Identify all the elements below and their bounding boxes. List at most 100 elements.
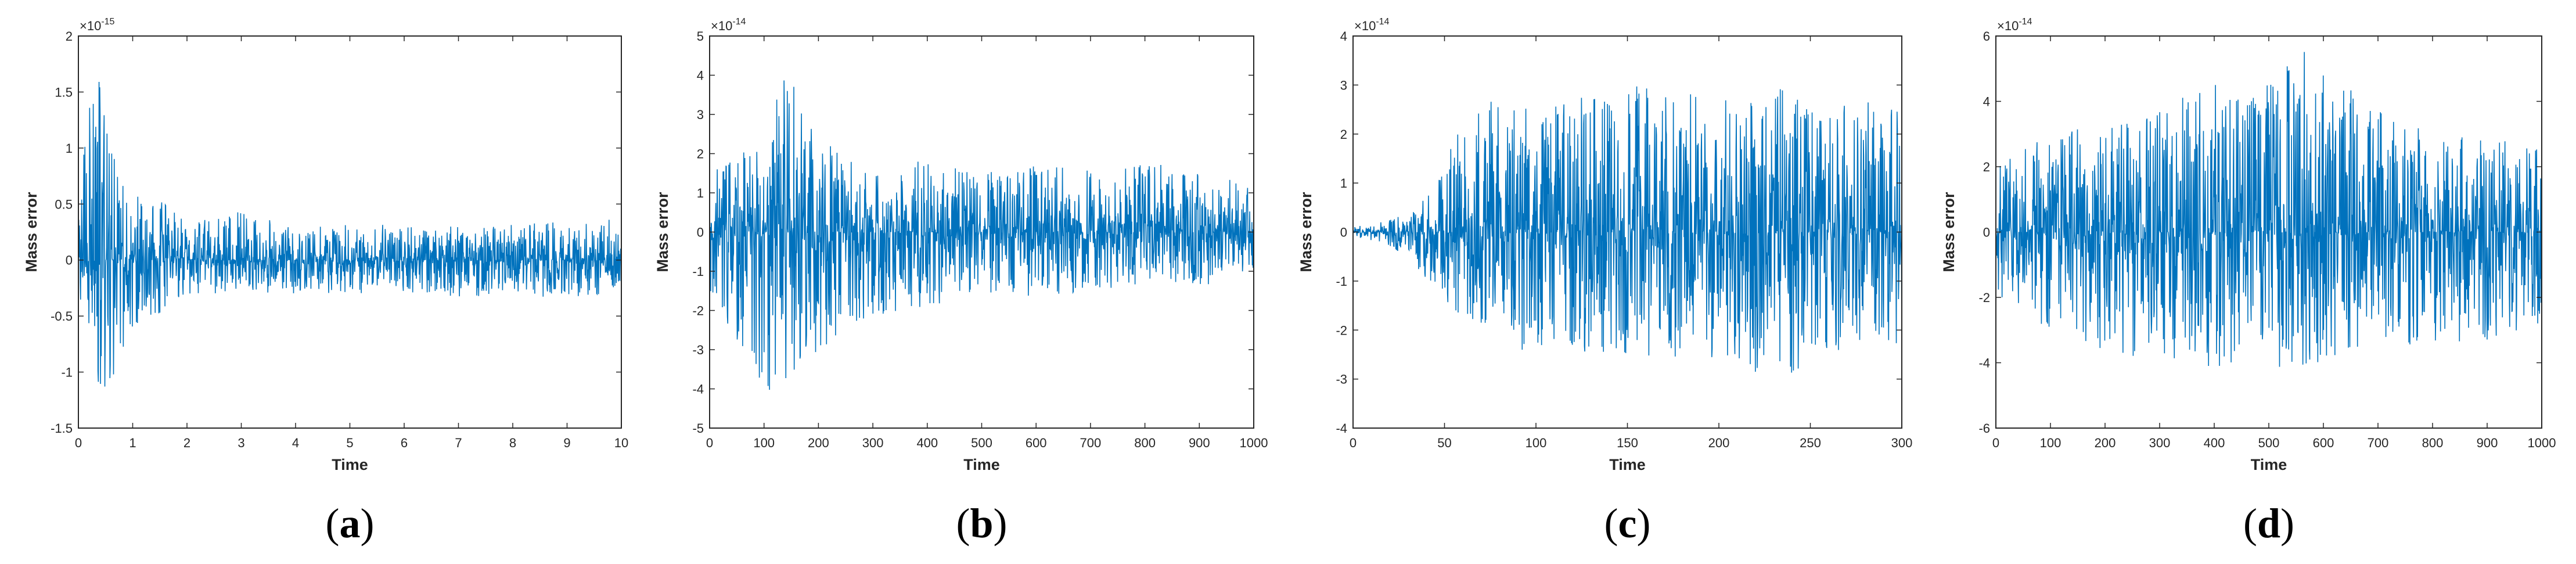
- y-tick-label: 0: [66, 253, 73, 268]
- x-tick-label: 800: [2422, 436, 2444, 450]
- panel-caption: (a): [326, 500, 375, 547]
- y-tick-label: -2: [692, 304, 704, 318]
- x-tick-label: 2: [184, 436, 190, 450]
- y-tick-label: 4: [1340, 29, 1347, 44]
- y-tick-label: 0.5: [55, 197, 73, 211]
- y-axis-label: Mass error: [654, 192, 671, 272]
- x-tick-label: 900: [2477, 436, 2498, 450]
- y-tick-label: -1.5: [51, 421, 73, 436]
- x-tick-label: 100: [753, 436, 775, 450]
- chart-panel-b: 0 100 200 300 400 500 600 700 800 900 1000 -5 -4 -3 -2…: [654, 17, 1268, 547]
- x-tick-label: 300: [1891, 436, 1913, 450]
- x-tick-label: 50: [1437, 436, 1451, 450]
- y-tick-label: -6: [1978, 421, 1990, 436]
- chart-panel-c: 0 50 100 150 200 250 300 -4 -3 -2 -1 0 1 2 3 4 ×10-14 Tim…: [1297, 17, 1912, 547]
- x-axis-label: Time: [332, 456, 368, 473]
- x-tick-label: 9: [563, 436, 570, 450]
- x-tick-label: 1000: [1240, 436, 1268, 450]
- y-tick-label: 6: [1983, 29, 1990, 44]
- chart-panel-a: 0 1 2 3 4 5 6 7 8 9 10 -1.5 -1 -0.5 0 0.5 1 1.5 2 ×10-15 Tim…: [23, 17, 628, 547]
- y-exponent-label: ×10-14: [1997, 17, 2032, 33]
- x-tick-label: 700: [2368, 436, 2389, 450]
- x-tick-label: 200: [1708, 436, 1730, 450]
- x-axis-label: Time: [2251, 456, 2287, 473]
- x-tick-label: 200: [808, 436, 829, 450]
- x-tick-label: 0: [1992, 436, 1999, 450]
- y-tick-label: -2: [1978, 290, 1990, 305]
- y-tick-label: -3: [692, 343, 704, 357]
- y-tick-label: 2: [1983, 160, 1990, 174]
- x-tick-label: 100: [1526, 436, 1547, 450]
- x-tick-label: 600: [2313, 436, 2334, 450]
- x-tick-label: 100: [2040, 436, 2061, 450]
- series-line: [710, 80, 1254, 390]
- y-tick-label: 3: [1340, 78, 1347, 92]
- x-tick-label: 500: [971, 436, 992, 450]
- y-tick-label: -4: [1978, 356, 1990, 371]
- y-tick-label: 1: [1340, 176, 1347, 191]
- y-tick-label: -2: [1336, 323, 1347, 337]
- y-exponent-label: ×10-14: [711, 17, 746, 33]
- x-tick-label: 0: [706, 436, 713, 450]
- y-tick-label: 5: [697, 29, 704, 44]
- y-tick-label: 1: [697, 186, 704, 200]
- x-tick-label: 6: [401, 436, 408, 450]
- y-tick-label: -5: [692, 421, 704, 436]
- y-tick-label: -1: [1336, 274, 1347, 289]
- y-exponent-label: ×10-15: [80, 17, 115, 33]
- y-tick-label: 2: [1340, 127, 1347, 142]
- x-tick-label: 700: [1080, 436, 1102, 450]
- y-tick-label: 0: [697, 225, 704, 240]
- panel-caption: (b): [956, 500, 1007, 547]
- y-tick-label: -1: [61, 365, 73, 380]
- x-tick-label: 150: [1617, 436, 1638, 450]
- x-tick-label: 300: [862, 436, 884, 450]
- y-tick-label: 0: [1983, 225, 1990, 240]
- x-tick-label: 400: [916, 436, 938, 450]
- y-tick-label: -4: [1336, 421, 1347, 436]
- y-tick-label: 0: [1340, 225, 1347, 240]
- panel-caption: (d): [2243, 500, 2294, 547]
- x-tick-label: 500: [2258, 436, 2280, 450]
- y-tick-label: 1.5: [55, 85, 73, 99]
- y-tick-label: 4: [1983, 95, 1990, 109]
- y-tick-label: 3: [697, 107, 704, 122]
- series-line: [78, 81, 621, 387]
- y-tick-label: 4: [697, 69, 704, 83]
- x-axis-label: Time: [1609, 456, 1646, 473]
- y-tick-label: 1: [66, 141, 73, 156]
- y-axis-label: Mass error: [1297, 192, 1315, 272]
- x-tick-label: 1: [129, 436, 136, 450]
- x-tick-label: 250: [1800, 436, 1821, 450]
- y-axis-label: Mass error: [23, 192, 40, 272]
- x-tick-label: 7: [455, 436, 462, 450]
- x-axis-label: Time: [963, 456, 1000, 473]
- x-tick-label: 4: [292, 436, 299, 450]
- chart-panel-d: 0 100 200 300 400 500 600 700 800 900 1000 -6 -4 -2 0 2…: [1940, 17, 2556, 547]
- x-tick-label: 300: [2149, 436, 2171, 450]
- y-axis-label: Mass error: [1940, 192, 1958, 272]
- x-tick-label: 5: [346, 436, 353, 450]
- x-tick-label: 1000: [2528, 436, 2556, 450]
- y-tick-label: -4: [692, 382, 704, 397]
- x-tick-label: 200: [2095, 436, 2116, 450]
- x-tick-label: 0: [75, 436, 82, 450]
- x-tick-label: 900: [1189, 436, 1210, 450]
- x-tick-label: 10: [614, 436, 628, 450]
- x-tick-label: 8: [509, 436, 516, 450]
- x-tick-label: 0: [1350, 436, 1357, 450]
- x-tick-label: 400: [2204, 436, 2225, 450]
- y-tick-label: 2: [697, 147, 704, 161]
- x-tick-label: 3: [238, 436, 244, 450]
- y-tick-label: 2: [66, 29, 73, 44]
- x-tick-label: 600: [1026, 436, 1047, 450]
- y-tick-label: -3: [1336, 372, 1347, 387]
- y-exponent-label: ×10-14: [1354, 17, 1390, 33]
- series-line: [1353, 86, 1902, 373]
- panel-caption: (c): [1604, 500, 1651, 547]
- series-line: [1996, 52, 2542, 367]
- x-tick-label: 800: [1134, 436, 1156, 450]
- y-tick-label: -0.5: [51, 309, 73, 324]
- y-tick-label: -1: [692, 264, 704, 279]
